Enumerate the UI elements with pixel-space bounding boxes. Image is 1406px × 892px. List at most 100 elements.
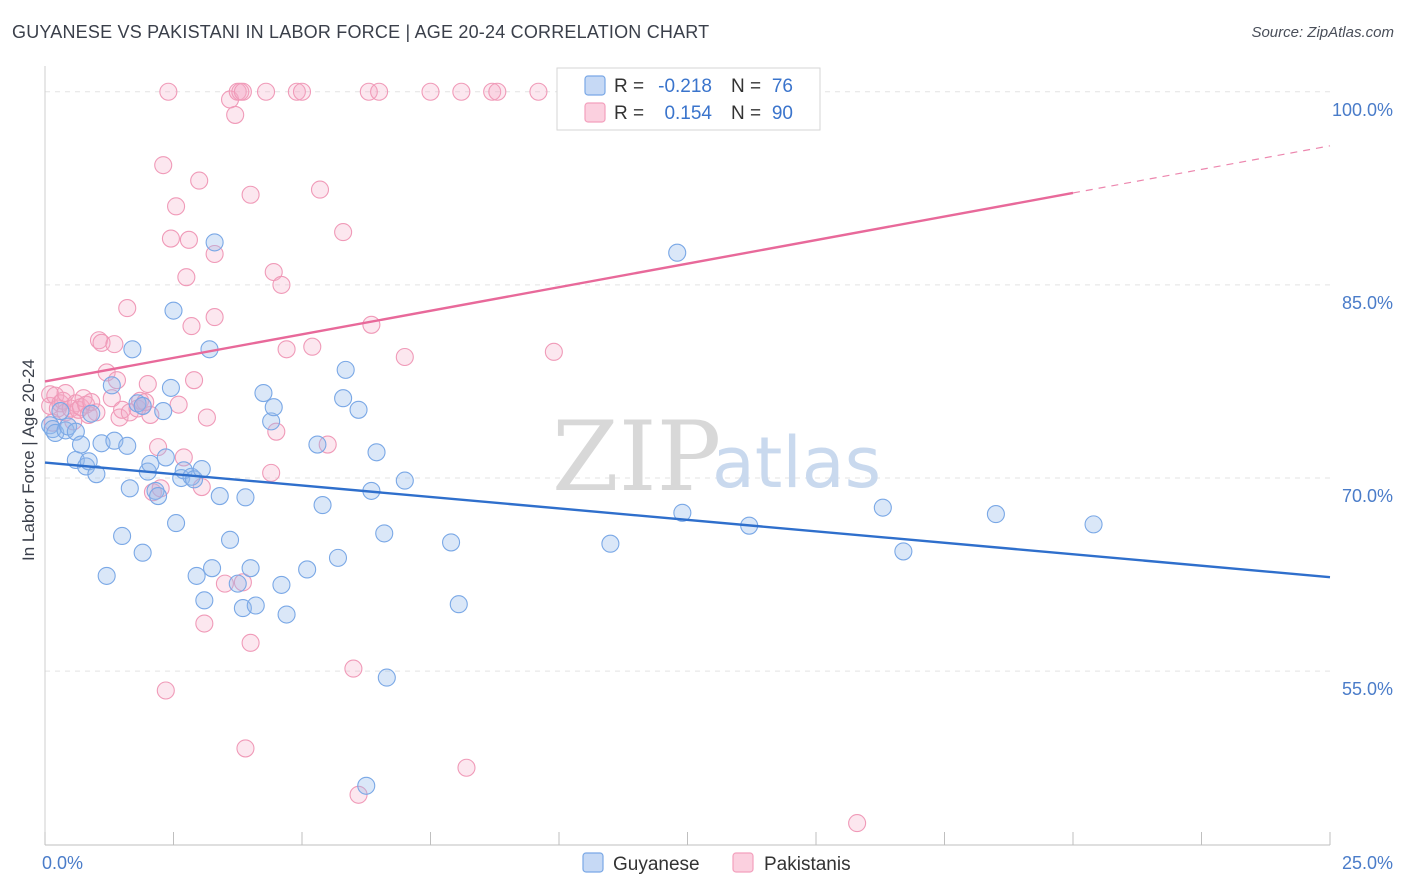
point-pakistanis <box>256 82 276 101</box>
point-pakistanis <box>310 180 330 199</box>
legend-swatch-guyanese <box>584 75 606 96</box>
point-pakistanis <box>185 371 204 390</box>
point-guyanese <box>442 533 461 552</box>
point-guyanese <box>87 465 106 484</box>
watermark-zip: ZIP <box>552 401 721 513</box>
point-pakistanis <box>169 395 188 414</box>
point-guyanese <box>246 596 265 615</box>
point-guyanese <box>220 530 240 549</box>
point-guyanese <box>668 243 687 262</box>
point-pakistanis <box>174 448 193 467</box>
point-guyanese <box>156 448 175 467</box>
point-guyanese <box>113 526 132 546</box>
point-guyanese <box>128 394 147 413</box>
point-pakistanis <box>262 463 281 482</box>
point-guyanese <box>264 398 283 417</box>
y-tick-label: 55.0% <box>1342 679 1393 699</box>
point-pakistanis <box>138 374 157 394</box>
point-pakistanis <box>161 229 180 248</box>
point-pakistanis <box>102 389 121 408</box>
point-pakistanis <box>292 82 312 101</box>
y-tick-label: 100.0% <box>1332 100 1393 120</box>
point-pakistanis <box>334 223 353 242</box>
point-pakistanis <box>179 230 198 249</box>
point-pakistanis <box>177 268 196 287</box>
point-guyanese <box>328 548 348 567</box>
point-guyanese <box>308 435 327 454</box>
point-guyanese <box>71 435 91 454</box>
point-pakistanis <box>159 82 178 101</box>
point-guyanese <box>375 524 394 543</box>
bottom-legend-swatch-pakistanis <box>732 852 754 873</box>
legend-n-label-1: N = <box>731 76 761 97</box>
point-pakistanis <box>452 82 471 101</box>
point-guyanese <box>187 566 206 585</box>
bottom-legend-label-guyanese: Guyanese <box>613 854 700 875</box>
point-guyanese <box>149 487 168 506</box>
legend-n-value-1: 76 <box>772 76 793 97</box>
y-tick-label: 85.0% <box>1342 293 1393 313</box>
x-tick-labels: 0.0% 25.0% <box>42 853 1393 873</box>
series-guyanese <box>41 233 1103 795</box>
point-pakistanis <box>421 82 440 101</box>
point-pakistanis <box>182 317 201 336</box>
point-guyanese <box>349 400 368 419</box>
point-pakistanis <box>107 371 127 390</box>
point-guyanese <box>205 233 224 252</box>
legend-n-label-2: N = <box>731 103 761 124</box>
point-pakistanis <box>92 333 111 352</box>
point-guyanese <box>673 503 692 522</box>
point-guyanese <box>141 454 160 473</box>
point-pakistanis <box>318 435 337 454</box>
legend-r-value-1: -0.218 <box>658 76 712 97</box>
point-guyanese <box>894 542 913 561</box>
y-axis-label: In Labor Force | Age 20-24 <box>19 359 38 561</box>
point-pakistanis <box>272 275 291 294</box>
trend-lines <box>44 145 1331 579</box>
point-guyanese <box>377 668 396 687</box>
legend-r-label-1: R = <box>614 76 644 97</box>
legend-r-label-2: R = <box>614 103 644 124</box>
point-guyanese <box>241 559 260 578</box>
point-guyanese <box>272 575 291 594</box>
point-guyanese <box>601 534 620 553</box>
watermark: ZIP atlas <box>552 401 881 513</box>
point-pakistanis <box>395 347 414 367</box>
bottom-legend-swatch-guyanese <box>582 852 604 873</box>
point-guyanese <box>986 505 1005 524</box>
point-pakistanis <box>303 337 322 356</box>
point-pakistanis <box>205 308 224 327</box>
point-pakistanis <box>215 574 234 593</box>
point-pakistanis <box>89 331 109 350</box>
point-pakistanis <box>236 739 255 758</box>
point-guyanese <box>228 574 247 593</box>
point-pakistanis <box>195 614 214 633</box>
point-pakistanis <box>167 197 186 216</box>
point-pakistanis <box>529 82 548 101</box>
point-guyanese <box>51 402 70 421</box>
point-pakistanis <box>233 82 252 101</box>
legend-r-value-2: 0.154 <box>664 103 712 124</box>
y-tick-label: 70.0% <box>1342 486 1393 506</box>
point-guyanese <box>277 605 296 624</box>
point-pakistanis <box>848 814 867 833</box>
x-tick-label: 25.0% <box>1342 853 1393 873</box>
point-pakistanis <box>277 340 296 359</box>
trendline-guyanese <box>44 461 1331 579</box>
chart-title: GUYANESE VS PAKISTANI IN LABOR FORCE | A… <box>12 22 710 42</box>
point-guyanese <box>1084 515 1103 534</box>
point-pakistanis <box>457 758 476 777</box>
trendline-pakistanis <box>44 191 1074 383</box>
point-guyanese <box>118 436 137 455</box>
point-guyanese <box>236 488 255 507</box>
bottom-legend-label-pakistanis: Pakistanis <box>764 854 851 875</box>
axes <box>44 66 1331 846</box>
trendline-pakistanis-extension <box>1072 145 1331 194</box>
point-pakistanis <box>362 315 381 334</box>
watermark-atlas: atlas <box>712 422 881 504</box>
point-guyanese <box>334 389 353 408</box>
point-pakistanis <box>77 395 96 414</box>
point-pakistanis <box>197 408 216 427</box>
point-pakistanis <box>226 105 245 124</box>
